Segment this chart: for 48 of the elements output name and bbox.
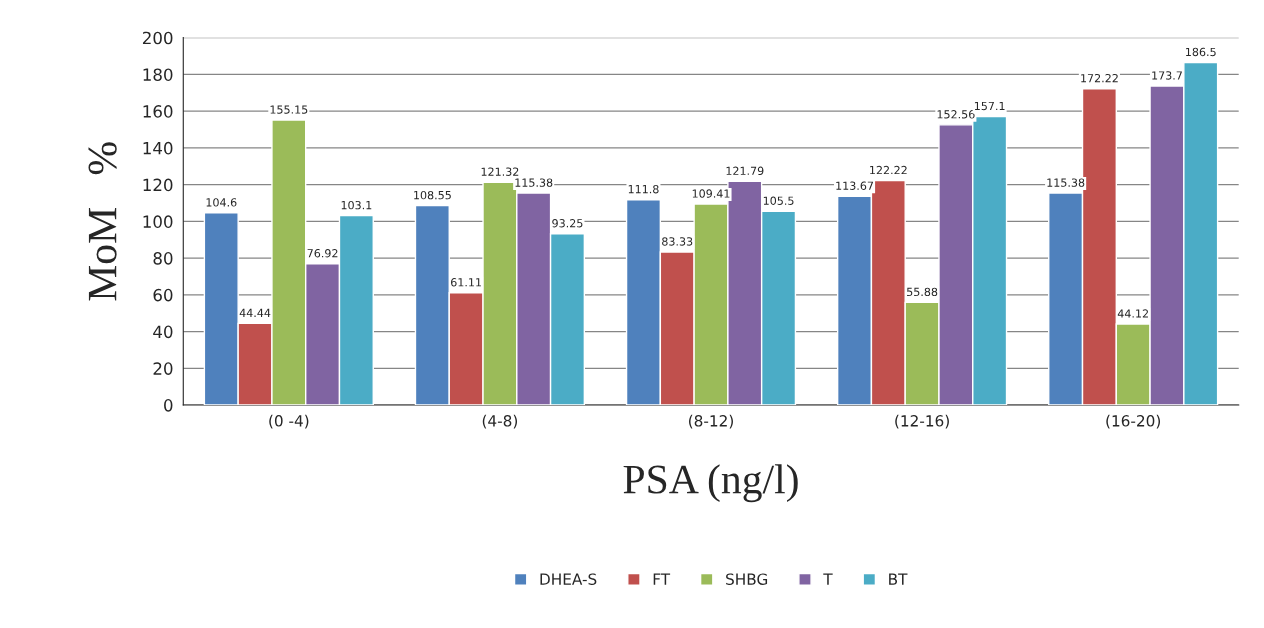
data-label: 105.5 — [763, 196, 794, 205]
y-tick-label: 20 — [153, 362, 173, 375]
data-label: 115.38 — [515, 178, 553, 187]
data-label: 44.44 — [239, 308, 271, 317]
legend-label: SHBG — [726, 573, 768, 585]
data-label: 104.6 — [206, 198, 237, 207]
data-label: 121.79 — [726, 166, 764, 176]
data-label: 172.22 — [1081, 73, 1118, 83]
y-tick-label: 200 — [142, 31, 173, 45]
legend-label: DHEA-S — [540, 573, 597, 585]
x-tick-label: (8-12) — [689, 414, 733, 429]
data-label: 83.33 — [662, 237, 693, 246]
x-tick-label: (4-8) — [482, 414, 518, 429]
data-label: 61.11 — [451, 278, 482, 287]
y-tick-label: 140 — [143, 141, 173, 155]
data-label: 173.7 — [1152, 71, 1182, 80]
x-tick-label: (12-16) — [895, 414, 949, 429]
y-axis-title: MoM % — [88, 142, 117, 301]
x-tick-label: (16-20) — [1106, 414, 1161, 429]
data-label: 186.5 — [1186, 47, 1216, 57]
data-label: 115.38 — [1047, 178, 1085, 187]
legend-label: BT — [889, 573, 908, 585]
data-label: 44.12 — [1117, 309, 1148, 318]
y-tick-label: 80 — [153, 252, 173, 265]
data-label: 152.56 — [937, 110, 975, 119]
data-label: 111.8 — [628, 184, 659, 194]
data-label: 93.25 — [552, 219, 583, 228]
y-tick-label: 0 — [164, 399, 173, 412]
data-label: 55.88 — [907, 287, 938, 297]
data-label: 103.1 — [341, 200, 372, 210]
data-label: 113.67 — [836, 181, 874, 190]
y-tick-label: 40 — [153, 325, 173, 339]
data-label: 122.22 — [870, 165, 907, 175]
y-tick-label: 180 — [143, 68, 173, 81]
y-tick-label: 100 — [143, 215, 173, 228]
legend-label: FT — [653, 573, 671, 585]
data-label: 76.92 — [307, 249, 338, 258]
y-tick-label: 120 — [143, 178, 173, 192]
data-label: 108.55 — [414, 190, 451, 200]
data-label: 121.32 — [481, 167, 519, 176]
y-tick-label: 60 — [153, 288, 173, 302]
data-label: 157.1 — [974, 101, 1005, 111]
data-label: 109.41 — [692, 189, 730, 198]
x-tick-label: (0 -4) — [269, 414, 309, 429]
legend-label: T — [823, 573, 833, 585]
y-tick-label: 160 — [143, 105, 173, 118]
x-axis-title: PSA (ng/l) — [623, 464, 798, 503]
data-label: 155.15 — [270, 105, 308, 114]
